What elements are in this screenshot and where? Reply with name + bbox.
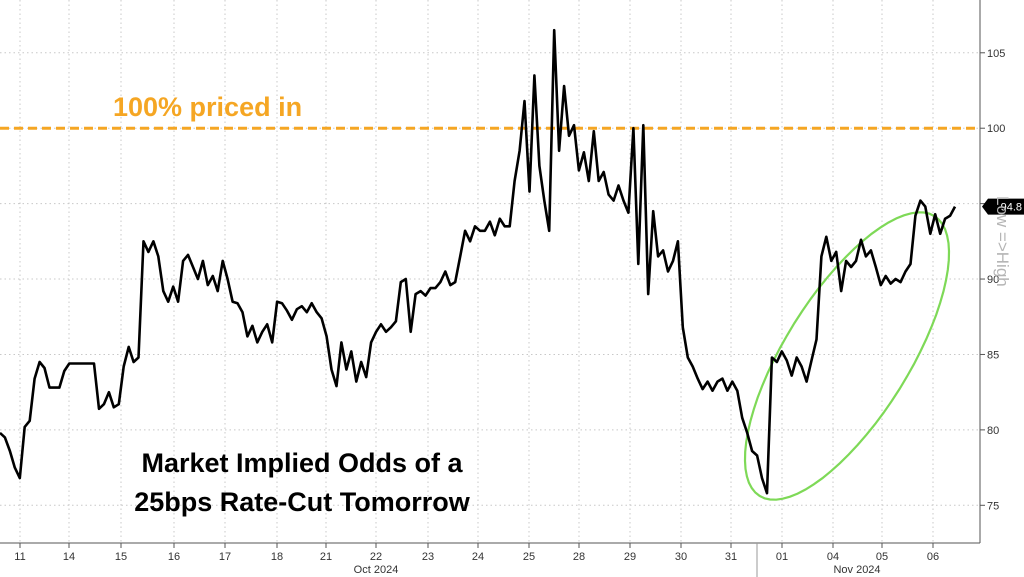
x-tick-label-17: 05 (876, 551, 888, 563)
last-value-text: 94.8 (1001, 202, 1022, 214)
x-tick-label-10: 25 (523, 551, 535, 563)
y-tick-label-2: 85 (987, 349, 999, 361)
reference-line-label: 100% priced in (113, 92, 302, 122)
x-tick-label-6: 21 (320, 551, 332, 563)
highlight-ellipse (743, 211, 951, 501)
x-tick-label-16: 04 (827, 551, 839, 563)
last-value-badge (982, 198, 1024, 215)
month-label-0: Oct 2024 (354, 564, 399, 576)
x-tick-label-5: 18 (271, 551, 283, 563)
x-tick-label-18: 06 (927, 551, 939, 563)
month-labels: Oct 2024 Nov 2024 (354, 564, 881, 576)
x-tick-label-15: 01 (776, 551, 788, 563)
x-tick-label-0: 11 (14, 551, 25, 563)
x-tick-label-14: 31 (725, 551, 737, 563)
chart-title-line-2: 25bps Rate-Cut Tomorrow (134, 487, 471, 517)
x-tick-label-12: 29 (624, 551, 636, 563)
y-axis-ticks: 7580859095100105 (980, 48, 1005, 512)
y-tick-label-5: 100 (987, 123, 1005, 135)
x-tick-label-3: 16 (168, 551, 180, 563)
x-tick-label-4: 17 (219, 551, 231, 563)
x-tick-label-7: 22 (370, 551, 382, 563)
month-label-1: Nov 2024 (833, 564, 880, 576)
axes-group (0, 0, 981, 577)
x-axis-ticks: 11 14 15 16 17 18 21 22 23 24 25 28 29 30 31 01 04 05 06 (14, 543, 939, 563)
x-tick-label-2: 15 (115, 551, 127, 563)
chart-title-line-1: Market Implied Odds of a (141, 448, 463, 478)
x-tick-label-11: 28 (573, 551, 585, 563)
y-tick-label-3: 90 (987, 274, 999, 286)
x-tick-label-1: 14 (63, 551, 75, 563)
y-tick-label-6: 105 (987, 48, 1005, 60)
x-tick-label-13: 30 (675, 551, 687, 563)
x-tick-label-9: 24 (472, 551, 484, 563)
side-legend: Low =>High (993, 196, 1012, 287)
y-tick-label-0: 75 (987, 500, 999, 512)
x-tick-label-8: 23 (422, 551, 434, 563)
plot-background (0, 0, 980, 543)
y-tick-label-1: 80 (987, 425, 999, 437)
grid-lines (0, 0, 980, 543)
series-line (0, 28, 957, 495)
last-value-marker: 94.8 (982, 198, 1024, 215)
